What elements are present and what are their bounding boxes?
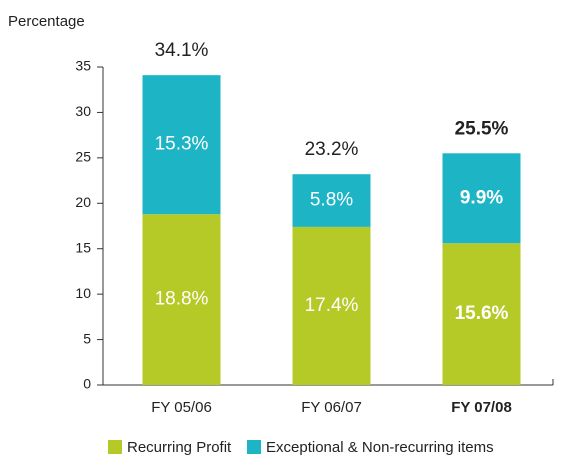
bar-segment [442,243,521,385]
legend-label: Recurring Profit [127,439,232,456]
bar-segment [142,75,221,215]
total-label: 23.2% [305,139,359,160]
total-label: 34.1% [155,40,209,61]
y-axis-label: Percentage [8,13,85,30]
y-tick-label: 20 [75,194,91,210]
total-label: 25.5% [455,118,509,139]
y-tick-label: 15 [75,239,91,255]
data-label: 5.8% [310,190,353,211]
y-tick-label: 5 [83,330,91,346]
bar-segment [442,153,521,244]
y-tick-label: 25 [75,149,91,165]
data-label: 9.9% [460,187,503,208]
bar-segment [142,214,221,385]
bar-segment [292,174,371,227]
x-tick-label: FY 07/08 [451,399,512,416]
legend-swatch [247,440,261,454]
data-label: 17.4% [305,295,359,316]
y-tick-label: 10 [75,285,91,301]
legend-label: Exceptional & Non-recurring items [266,439,494,456]
x-tick-label: FY 05/06 [151,399,212,416]
x-tick-label: FY 06/07 [301,399,362,416]
data-label: 18.8% [155,289,209,310]
y-tick-label: 35 [75,58,91,74]
bar-segment [292,226,371,385]
legend-swatch [108,440,122,454]
data-label: 15.3% [155,134,209,155]
y-tick-label: 30 [75,103,91,119]
y-tick-label: 0 [83,376,91,392]
data-label: 15.6% [455,303,509,324]
